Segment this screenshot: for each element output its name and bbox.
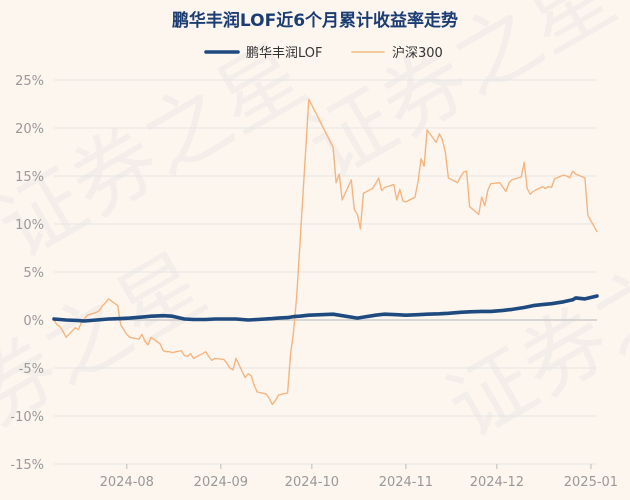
y-tick-label: 20% [15, 122, 44, 137]
x-axis-tick-labels: 2024-08 2024-09 2024-10 2024-11 2024-12 2025-… [100, 464, 618, 490]
chart-title: 鹏华丰润LOF近6个月累计收益率走势 [172, 10, 458, 31]
x-tick-label: 2025-01 [564, 475, 618, 490]
watermark-text: 证券之星 [431, 204, 630, 457]
watermark-text: 证券之星 [0, 24, 321, 277]
legend-label-index: 沪深300 [392, 45, 443, 61]
index-return-line [53, 98, 598, 406]
y-tick-label: -5% [19, 362, 44, 377]
legend-label-fund: 鹏华丰润LOF [246, 46, 323, 61]
y-axis-tick-labels: 25% 20% 15% 10% 5% 0% -5% -10% -15% [10, 74, 44, 473]
y-tick-label: 25% [15, 74, 44, 89]
x-tick-label: 2024-12 [470, 475, 524, 490]
y-tick-label: 5% [23, 266, 44, 281]
fund-return-line [52, 294, 599, 323]
legend: 鹏华丰润LOF 沪深300 [204, 45, 443, 61]
x-tick-label: 2024-10 [285, 475, 339, 490]
y-tick-label: 15% [15, 170, 44, 185]
y-tick-label: 10% [15, 218, 44, 233]
y-tick-label: -15% [10, 458, 44, 473]
y-tick-label: 0% [23, 314, 44, 329]
grid-lines [54, 79, 597, 465]
x-tick-label: 2024-09 [194, 475, 248, 490]
x-tick-label: 2024-08 [100, 475, 154, 490]
x-tick-label: 2024-11 [379, 475, 433, 490]
y-tick-label: -10% [10, 410, 44, 425]
series-layer [52, 98, 599, 406]
